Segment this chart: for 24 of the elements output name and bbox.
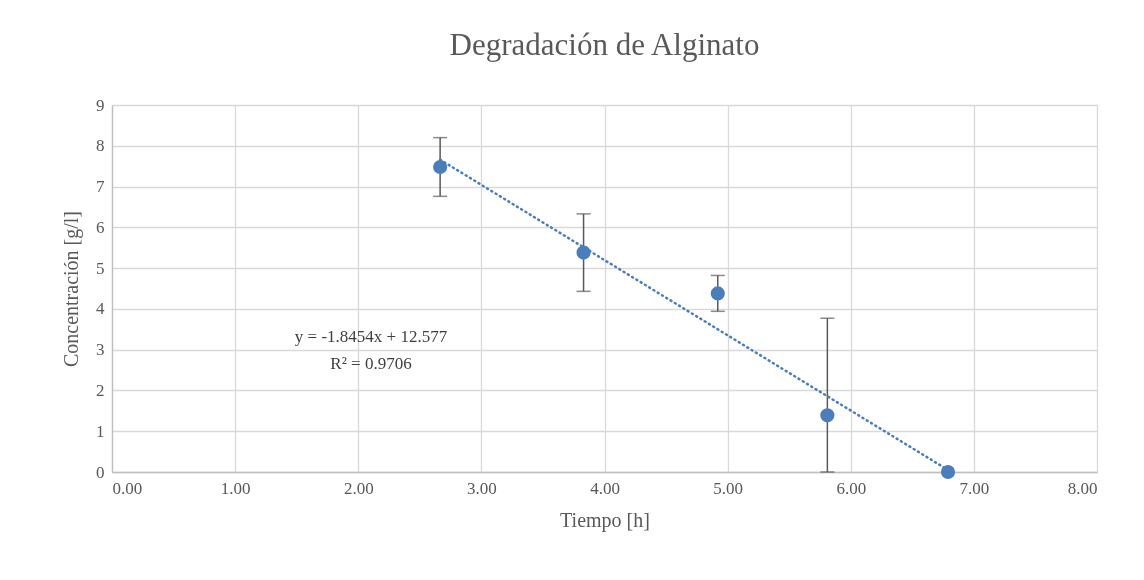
x-tick-label: 0.00 [112, 478, 143, 498]
x-tick-label: 7.00 [959, 478, 990, 498]
y-tick-label: 7 [96, 177, 105, 197]
y-tick-label: 9 [96, 95, 105, 115]
y-axis-title: Concentración [g/l] [60, 210, 83, 368]
x-tick-label: 3.00 [467, 478, 497, 498]
x-tick-label: 1.00 [220, 478, 251, 498]
y-tick-label: 4 [96, 299, 105, 319]
chart-title: Degradación de Alginato [449, 27, 760, 62]
x-axis-title: Tiempo [h] [560, 508, 650, 532]
annotation: y = -1.8454x + 12.577 [294, 327, 448, 346]
y-tick-label: 8 [96, 136, 105, 156]
y-tick-label: 6 [96, 217, 105, 237]
x-tick-label: 6.00 [836, 478, 867, 498]
y-tick-label: 0 [96, 462, 105, 482]
y-tick-label: 3 [96, 340, 105, 360]
x-tick-label: 8.00 [1067, 478, 1098, 498]
x-tick-label: 4.00 [590, 478, 620, 498]
x-tick-label: 5.00 [713, 478, 743, 498]
y-tick-label: 2 [96, 380, 105, 400]
y-tick-label: 1 [96, 421, 105, 441]
annotation: R² = 0.9706 [330, 354, 412, 373]
y-tick-label: 5 [96, 258, 105, 278]
x-tick-label: 2.00 [343, 478, 374, 498]
